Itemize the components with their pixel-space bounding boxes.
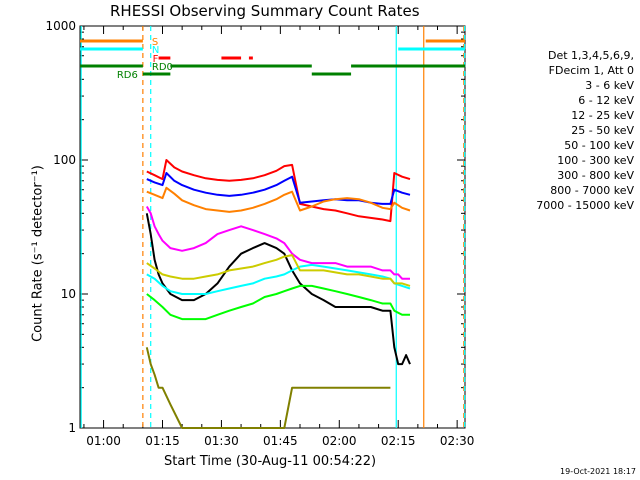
legend-entry: 12 - 25 keV <box>571 109 634 122</box>
y-tick-label: 1 <box>68 421 76 435</box>
legend-entry: 100 - 300 keV <box>557 154 634 167</box>
y-tick-label: 100 <box>53 153 76 167</box>
x-tick-label: 02:00 <box>322 434 357 448</box>
legend-header-1: Det 1,3,4,5,6,9, <box>547 49 634 62</box>
series-line <box>145 213 411 366</box>
y-tick-label: 1000 <box>45 19 76 33</box>
x-tick-label: 01:45 <box>263 434 298 448</box>
chart-title: RHESSI Observing Summary Count Rates <box>110 2 420 20</box>
legend-entry: 6 - 12 keV <box>578 94 634 107</box>
x-tick-label: 01:15 <box>145 434 180 448</box>
state-marker-label: RD0 <box>152 62 173 73</box>
plot-area: 1 10 100 1000 01:00 01:15 01:30 01:45 02:00 02:15… <box>45 19 474 448</box>
series-line <box>146 263 411 295</box>
state-marker-label: N <box>152 45 159 56</box>
axes-frame <box>79 25 466 429</box>
legend-entry: 3 - 6 keV <box>585 79 634 92</box>
series-line <box>146 284 410 321</box>
y-tick-label: 10 <box>61 287 76 301</box>
series-line <box>146 186 411 213</box>
legend-header-2: FDecim 1, Att 0 <box>548 64 634 77</box>
series-line <box>145 206 410 280</box>
state-marker-label: S <box>152 37 158 48</box>
x-tick-label: 02:30 <box>440 434 475 448</box>
legend-entry: 25 - 50 keV <box>571 124 634 137</box>
y-axis-label: Count Rate (s⁻¹ detector⁻¹) <box>30 165 46 342</box>
legend: Det 1,3,4,5,6,9, FDecim 1, Att 0 3 - 6 k… <box>536 48 634 213</box>
state-marker-label: RD6 <box>117 70 138 81</box>
series-line <box>145 347 391 429</box>
x-axis-label: Start Time (30-Aug-11 00:54:22) <box>164 454 377 469</box>
series-line <box>146 254 411 287</box>
legend-entry: 800 - 7000 keV <box>550 184 634 197</box>
series-line <box>146 159 411 223</box>
state-marker-label: F <box>153 54 159 65</box>
legend-entry: 300 - 800 keV <box>557 169 634 182</box>
series-line <box>146 172 411 205</box>
x-tick-label: 02:15 <box>381 434 416 448</box>
timestamp-footer: 19-Oct-2021 18:17 <box>560 467 636 476</box>
x-tick-label: 01:30 <box>204 434 239 448</box>
legend-entry: 7000 - 15000 keV <box>536 199 634 212</box>
x-tick-label: 01:00 <box>86 434 121 448</box>
legend-entry: 50 - 100 keV <box>564 139 634 152</box>
